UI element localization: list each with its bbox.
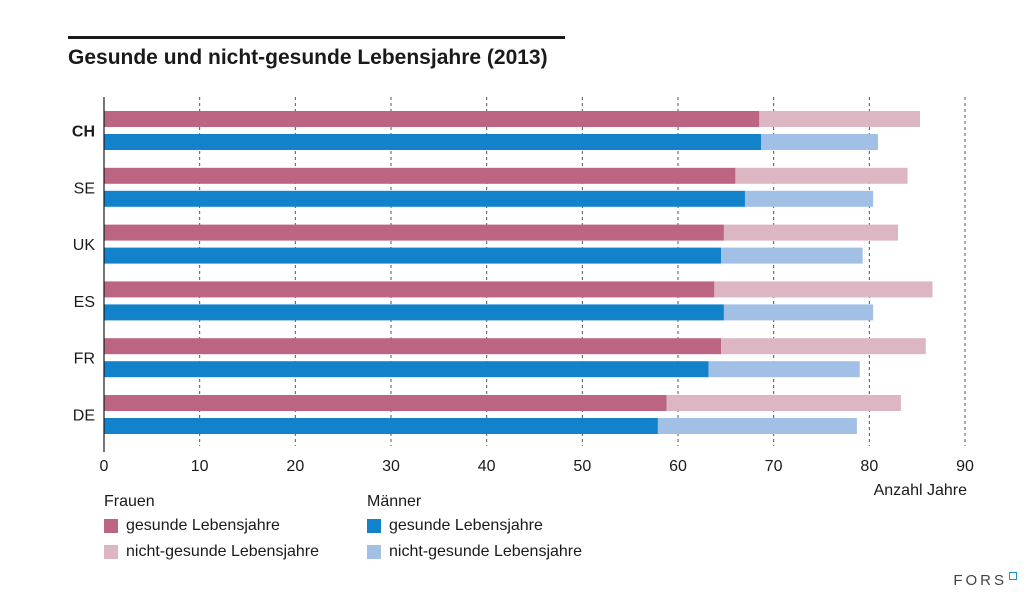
bar-es-maenner-nicht-gesund: [723, 304, 874, 321]
x-tick-label-0: 0: [100, 458, 109, 475]
x-tick-label-80: 80: [860, 458, 878, 475]
category-label-uk: UK: [73, 237, 96, 254]
bar-uk-maenner-nicht-gesund: [721, 247, 863, 264]
category-label-se: SE: [74, 180, 95, 197]
legend-item-maenner-nicht-gesund: nicht-gesunde Lebensjahre: [367, 543, 582, 561]
fors-logo: FORS: [953, 572, 1017, 589]
legend-item-maenner-gesund: gesunde Lebensjahre: [367, 517, 543, 535]
legend-swatch-maenner-nicht-gesund: [367, 545, 381, 559]
x-tick-label-90: 90: [956, 458, 974, 475]
x-tick-label-10: 10: [191, 458, 209, 475]
legend-item-frauen-gesund: gesunde Lebensjahre: [104, 517, 280, 535]
category-label-fr: FR: [74, 351, 95, 368]
x-axis-label: Anzahl Jahre: [874, 482, 967, 499]
legend-label-maenner-gesund: gesunde Lebensjahre: [389, 517, 543, 534]
legend-title-maenner: Männer: [367, 493, 422, 510]
x-tick-label-40: 40: [478, 458, 496, 475]
logo-text: FORS: [953, 572, 1007, 589]
bar-uk-frauen-nicht-gesund: [723, 224, 899, 241]
bar-de-frauen-nicht-gesund: [666, 395, 901, 411]
legend-label-frauen-nicht-gesund: nicht-gesunde Lebensjahre: [126, 543, 320, 560]
x-tick-label-50: 50: [573, 458, 591, 475]
title-rule: [68, 36, 565, 39]
x-tick-label-20: 20: [286, 458, 304, 475]
category-label-de: DE: [73, 408, 95, 425]
legend-swatch-frauen-gesund: [104, 519, 118, 533]
bar-es-maenner-gesund: [104, 304, 724, 321]
bar-es-frauen-gesund: [104, 281, 715, 298]
bar-se-maenner-gesund: [104, 190, 745, 207]
legend-title-frauen: Frauen: [104, 493, 155, 510]
bar-ch-maenner-gesund: [104, 134, 762, 150]
legend-label-frauen-gesund: gesunde Lebensjahre: [126, 517, 280, 534]
bar-ch-frauen-gesund: [104, 111, 760, 127]
x-tick-label-70: 70: [765, 458, 783, 475]
bar-se-maenner-nicht-gesund: [744, 190, 874, 207]
category-label-ch: CH: [72, 124, 95, 141]
chart-title: Gesunde und nicht-gesunde Lebensjahre (2…: [68, 46, 548, 69]
bar-uk-maenner-gesund: [104, 247, 722, 264]
bar-fr-maenner-gesund: [104, 361, 709, 378]
bar-fr-frauen-gesund: [104, 338, 722, 355]
bar-de-maenner-gesund: [104, 418, 658, 434]
legend-label-maenner-nicht-gesund: nicht-gesunde Lebensjahre: [389, 543, 583, 560]
bar-uk-frauen-gesund: [104, 224, 724, 241]
bar-fr-frauen-nicht-gesund: [721, 338, 926, 355]
bar-de-maenner-nicht-gesund: [657, 418, 857, 434]
legend-swatch-frauen-nicht-gesund: [104, 545, 118, 559]
x-tick-label-30: 30: [382, 458, 400, 475]
bar-fr-maenner-nicht-gesund: [708, 361, 860, 378]
x-tick-label-60: 60: [669, 458, 687, 475]
bar-de-frauen-gesund: [104, 395, 667, 411]
category-label-es: ES: [74, 294, 95, 311]
bar-se-frauen-nicht-gesund: [735, 167, 908, 184]
bar-es-frauen-nicht-gesund: [714, 281, 933, 298]
logo-square-icon: [1009, 572, 1017, 580]
bar-ch-frauen-nicht-gesund: [759, 111, 921, 127]
bar-ch-maenner-nicht-gesund: [761, 134, 878, 150]
bar-se-frauen-gesund: [104, 167, 736, 184]
legend-swatch-maenner-gesund: [367, 519, 381, 533]
legend-item-frauen-nicht-gesund: nicht-gesunde Lebensjahre: [104, 543, 319, 561]
